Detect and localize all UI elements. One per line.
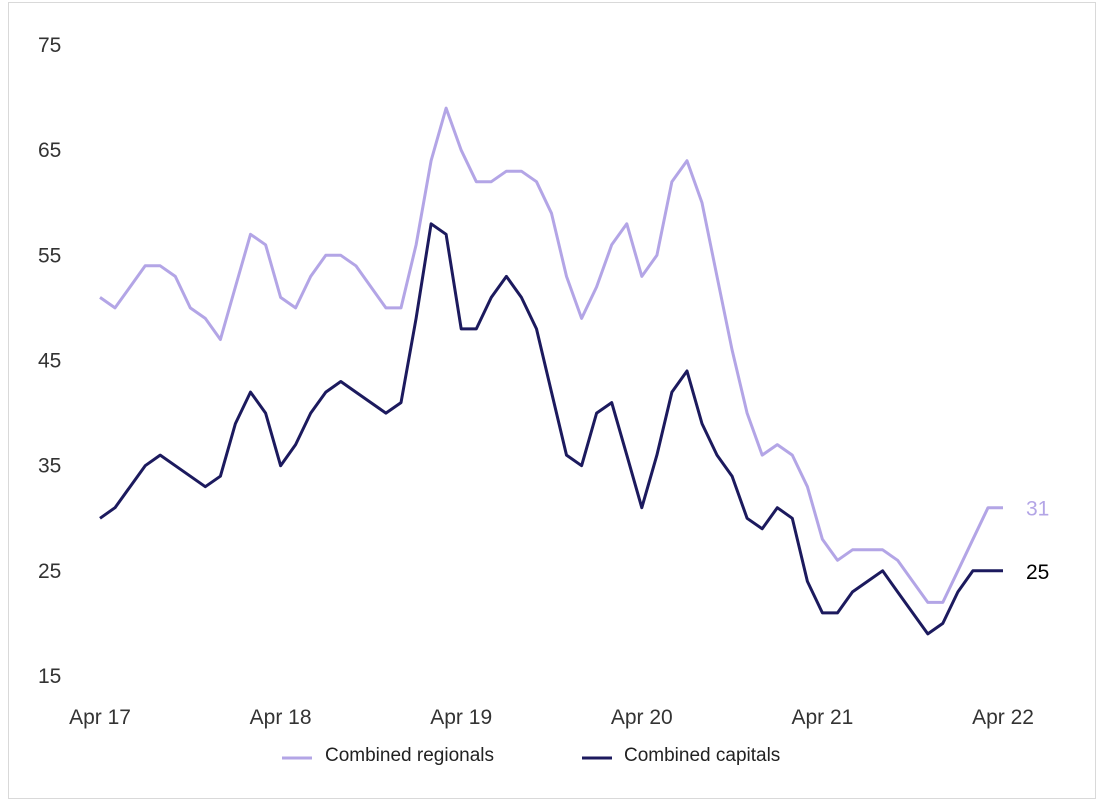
x-tick-label: Apr 17 <box>69 706 131 729</box>
x-tick-label: Apr 18 <box>250 706 312 729</box>
end-label-combined-capitals: 25 <box>1026 561 1049 584</box>
y-tick-label: 75 <box>38 34 61 57</box>
y-axis-ticks: 15 25 35 45 55 65 75 <box>38 34 61 688</box>
x-tick-label: Apr 20 <box>611 706 673 729</box>
y-tick-label: 55 <box>38 244 61 267</box>
y-tick-label: 65 <box>38 139 61 162</box>
legend: Combined regionals Combined capitals <box>282 745 780 766</box>
legend-label-combined-capitals: Combined capitals <box>624 745 780 766</box>
end-label-combined-regionals: 31 <box>1026 498 1049 521</box>
y-tick-label: 15 <box>38 665 61 688</box>
x-tick-label: Apr 19 <box>430 706 492 729</box>
x-tick-label: Apr 21 <box>791 706 853 729</box>
series-end-labels: 31 25 <box>1026 498 1049 584</box>
series-lines <box>99 106 1003 636</box>
x-tick-label: Apr 22 <box>972 706 1034 729</box>
y-tick-label: 45 <box>38 350 61 373</box>
legend-label-combined-regionals: Combined regionals <box>325 745 494 766</box>
series-line-combined-capitals <box>99 222 1003 636</box>
y-tick-label: 35 <box>38 455 61 478</box>
series-line-combined-regionals <box>99 106 1003 604</box>
x-axis-ticks: Apr 17 Apr 18 Apr 19 Apr 20 Apr 21 Apr 22 <box>69 706 1034 729</box>
y-tick-label: 25 <box>38 560 61 583</box>
